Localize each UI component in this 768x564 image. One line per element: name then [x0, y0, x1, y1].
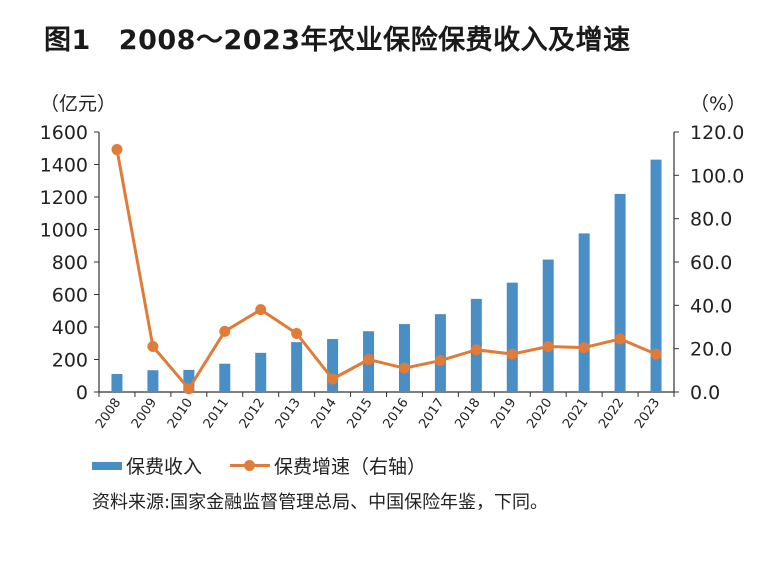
growth-point	[111, 144, 123, 156]
left-tick-label: 400	[52, 317, 88, 339]
x-tick-label: 2020	[524, 396, 555, 432]
left-tick-label: 200	[52, 350, 88, 372]
bar	[578, 233, 590, 392]
right-tick-label: 20.0	[690, 339, 732, 361]
left-tick-label: 0	[76, 382, 88, 404]
bar	[255, 352, 267, 392]
left-tick-label: 800	[52, 252, 88, 274]
chart-title: 图1 2008～2023年农业保险保费收入及增速	[44, 18, 631, 57]
left-tick-label: 1400	[40, 155, 88, 177]
growth-point	[255, 304, 267, 316]
bar	[614, 193, 626, 392]
x-tick-label: 2016	[380, 396, 411, 432]
chart-axes	[94, 131, 679, 397]
growth-point	[219, 325, 231, 337]
x-tick-label: 2012	[237, 396, 268, 432]
growth-point	[327, 373, 339, 385]
legend-line-marker	[244, 460, 256, 471]
growth-point	[434, 355, 446, 367]
x-tick-label: 2008	[93, 396, 124, 432]
growth-point	[578, 342, 590, 354]
x-tick-label: 2018	[452, 396, 483, 432]
right-tick-label: 0.0	[690, 382, 720, 404]
right-tick-label: 120.0	[690, 122, 744, 144]
right-tick-label: 60.0	[690, 252, 732, 274]
x-tick-label: 2011	[201, 396, 232, 432]
growth-point	[506, 348, 518, 360]
x-tick-label: 2019	[488, 396, 519, 432]
growth-point	[183, 383, 195, 395]
bar	[183, 369, 195, 392]
x-tick-label: 2015	[345, 396, 376, 432]
axis-labels: 0 200 400 600 800 1000 1200 1400 1600 0.0 20.0 40.0…	[40, 93, 746, 431]
legend-line-label: 保费增速（右轴）	[274, 456, 427, 478]
x-tick-label: 2014	[309, 396, 340, 432]
x-tick-label: 2009	[129, 396, 160, 432]
bar	[650, 159, 662, 392]
growth-line	[115, 149, 657, 391]
source-note: 资料来源:国家金融监督管理总局、中国保险年鉴，下同。	[92, 492, 549, 513]
legend-line-swatch	[230, 460, 271, 471]
bar	[398, 324, 410, 392]
right-tick-label: 100.0	[690, 165, 744, 187]
x-tick-label: 2017	[416, 396, 447, 432]
right-tick-label: 40.0	[690, 295, 732, 317]
left-tick-label: 1000	[40, 220, 88, 242]
bar	[291, 342, 303, 392]
right-tick-label: 80.0	[690, 209, 732, 231]
right-axis-unit-label: （%）	[690, 93, 746, 115]
bar	[506, 282, 518, 392]
growth-point	[650, 348, 662, 360]
chart-title-number: 图1	[44, 25, 91, 56]
bar	[219, 363, 231, 392]
legend-bar-swatch	[92, 461, 122, 470]
bar-series	[111, 159, 662, 392]
bar	[147, 370, 159, 392]
left-axis-unit-label: （亿元）	[40, 93, 116, 115]
bar	[542, 259, 554, 392]
growth-point	[147, 341, 159, 352]
growth-point	[542, 341, 554, 352]
x-tick-label: 2021	[560, 396, 591, 432]
growth-point	[291, 328, 303, 339]
left-tick-label: 600	[52, 285, 88, 307]
chart-title-text: 2008～2023年农业保险保费收入及增速	[118, 25, 631, 56]
growth-point	[363, 354, 375, 365]
legend: 保费收入 保费增速（右轴）	[92, 452, 426, 479]
x-tick-label: 2010	[165, 396, 196, 432]
line-series	[111, 144, 662, 395]
bar	[111, 373, 123, 392]
bar	[434, 314, 446, 392]
x-tick-label: 2023	[632, 396, 663, 432]
left-tick-label: 1200	[40, 187, 88, 209]
bar	[327, 339, 339, 392]
left-tick-label: 1600	[40, 122, 88, 144]
growth-point	[470, 344, 482, 356]
legend-bar-label: 保费收入	[126, 456, 203, 478]
x-tick-label: 2022	[596, 396, 627, 432]
x-tick-label: 2013	[273, 396, 304, 432]
growth-point	[614, 333, 626, 345]
growth-point	[398, 362, 410, 374]
